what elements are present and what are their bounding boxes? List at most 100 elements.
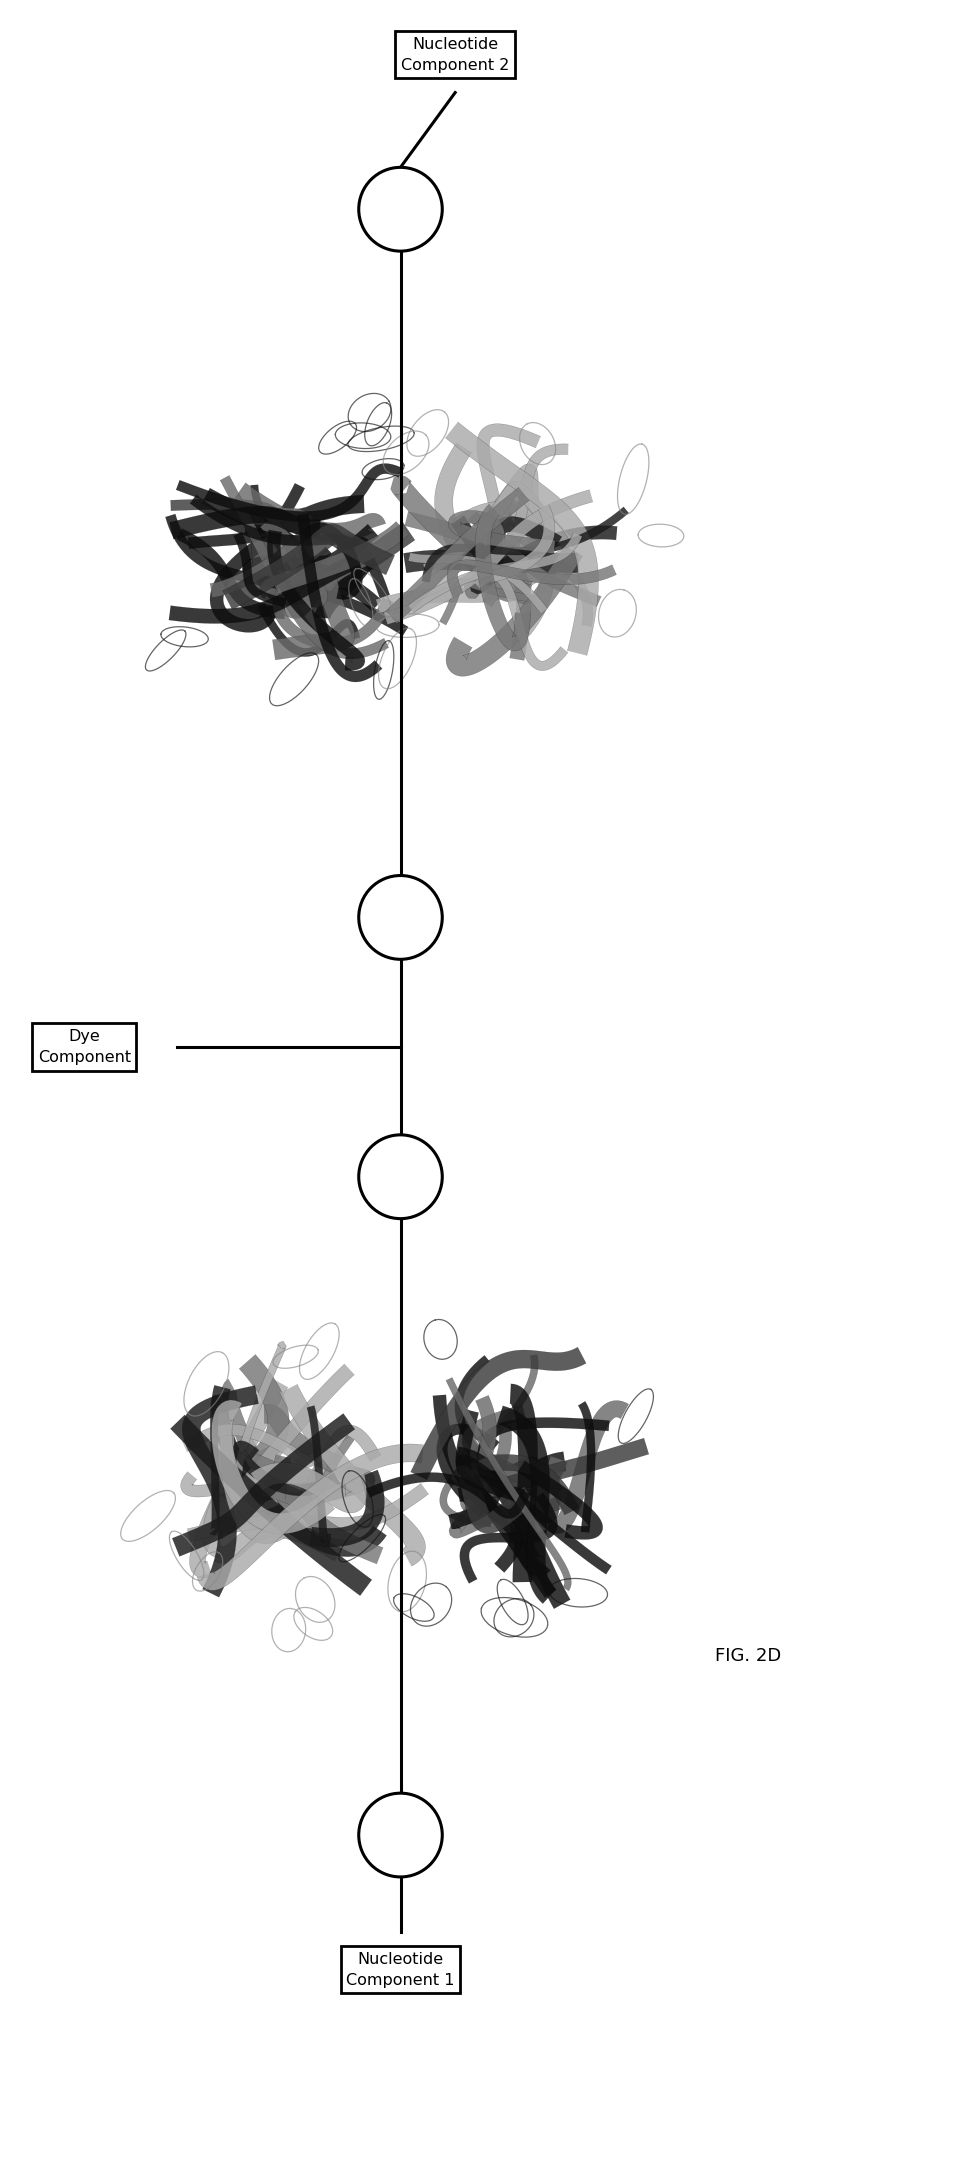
Polygon shape <box>451 516 562 574</box>
Polygon shape <box>455 1447 571 1609</box>
Polygon shape <box>474 572 568 671</box>
Polygon shape <box>257 604 360 656</box>
Polygon shape <box>433 1396 523 1572</box>
Polygon shape <box>488 1439 649 1497</box>
Polygon shape <box>483 444 569 606</box>
Polygon shape <box>251 485 313 600</box>
Polygon shape <box>408 533 582 613</box>
Polygon shape <box>214 1521 344 1564</box>
Polygon shape <box>245 524 332 565</box>
Polygon shape <box>423 481 573 576</box>
Polygon shape <box>201 487 364 533</box>
Polygon shape <box>391 477 532 604</box>
Polygon shape <box>440 1355 538 1527</box>
Polygon shape <box>404 550 578 574</box>
Polygon shape <box>234 533 286 608</box>
Polygon shape <box>456 1409 525 1503</box>
Polygon shape <box>470 526 617 593</box>
Text: FIG. 2D: FIG. 2D <box>715 1646 782 1665</box>
Polygon shape <box>446 423 599 656</box>
Polygon shape <box>487 533 532 602</box>
Polygon shape <box>446 1378 572 1592</box>
Polygon shape <box>488 1456 541 1493</box>
Polygon shape <box>470 1417 610 1495</box>
Polygon shape <box>273 1426 381 1531</box>
Polygon shape <box>221 1465 375 1534</box>
Polygon shape <box>170 1415 372 1596</box>
Circle shape <box>359 168 443 250</box>
Polygon shape <box>182 1385 259 1598</box>
Polygon shape <box>410 1348 586 1480</box>
Polygon shape <box>273 582 394 649</box>
Polygon shape <box>460 1493 558 1583</box>
Polygon shape <box>476 1396 502 1497</box>
Polygon shape <box>456 1454 612 1575</box>
Polygon shape <box>188 483 305 548</box>
Polygon shape <box>457 1462 536 1534</box>
Polygon shape <box>251 522 415 606</box>
Polygon shape <box>536 1400 629 1534</box>
Polygon shape <box>477 423 540 585</box>
Polygon shape <box>190 494 390 597</box>
Polygon shape <box>446 546 582 677</box>
Polygon shape <box>510 1452 566 1577</box>
Polygon shape <box>181 1450 322 1497</box>
Polygon shape <box>220 1434 285 1544</box>
Polygon shape <box>489 505 555 582</box>
Polygon shape <box>220 475 389 658</box>
Polygon shape <box>297 513 382 682</box>
Polygon shape <box>404 511 531 660</box>
Polygon shape <box>234 1342 286 1512</box>
Polygon shape <box>449 1426 512 1538</box>
Polygon shape <box>212 1385 387 1557</box>
Polygon shape <box>422 507 629 582</box>
Polygon shape <box>169 554 361 623</box>
Polygon shape <box>497 1406 556 1603</box>
Polygon shape <box>260 522 408 600</box>
Text: Nucleotide
Component 1: Nucleotide Component 1 <box>346 1952 454 1989</box>
Polygon shape <box>234 483 386 541</box>
Polygon shape <box>437 1424 499 1516</box>
Polygon shape <box>187 1484 429 1542</box>
Polygon shape <box>268 531 365 671</box>
Polygon shape <box>170 498 307 524</box>
Polygon shape <box>211 1400 335 1534</box>
Polygon shape <box>468 511 601 606</box>
Polygon shape <box>279 1385 425 1566</box>
Text: Nucleotide
Component 2: Nucleotide Component 2 <box>401 37 509 73</box>
Polygon shape <box>282 541 387 619</box>
Polygon shape <box>251 1462 366 1512</box>
Polygon shape <box>477 1454 579 1514</box>
Polygon shape <box>273 565 355 660</box>
Polygon shape <box>251 1454 319 1486</box>
Polygon shape <box>455 1355 495 1484</box>
Polygon shape <box>578 1402 595 1534</box>
Polygon shape <box>447 561 616 597</box>
Polygon shape <box>440 578 536 626</box>
Polygon shape <box>262 1480 383 1564</box>
Polygon shape <box>202 1445 283 1557</box>
Polygon shape <box>217 1434 355 1508</box>
Circle shape <box>359 1135 443 1219</box>
Polygon shape <box>495 500 555 636</box>
Polygon shape <box>183 1424 312 1467</box>
Polygon shape <box>376 563 547 613</box>
Circle shape <box>359 876 443 960</box>
Polygon shape <box>494 464 551 559</box>
Polygon shape <box>281 524 379 591</box>
Polygon shape <box>264 1404 342 1473</box>
Polygon shape <box>510 1385 537 1583</box>
Polygon shape <box>457 1480 556 1598</box>
Polygon shape <box>518 1460 603 1540</box>
Polygon shape <box>190 1378 288 1579</box>
Polygon shape <box>270 1454 291 1499</box>
Polygon shape <box>310 1469 384 1547</box>
Polygon shape <box>366 1473 531 1519</box>
Polygon shape <box>301 522 362 600</box>
Polygon shape <box>450 1456 568 1490</box>
Polygon shape <box>176 464 404 522</box>
Polygon shape <box>233 1441 340 1495</box>
Text: Dye
Component: Dye Component <box>38 1029 131 1066</box>
Polygon shape <box>408 552 547 613</box>
Polygon shape <box>214 1363 355 1523</box>
